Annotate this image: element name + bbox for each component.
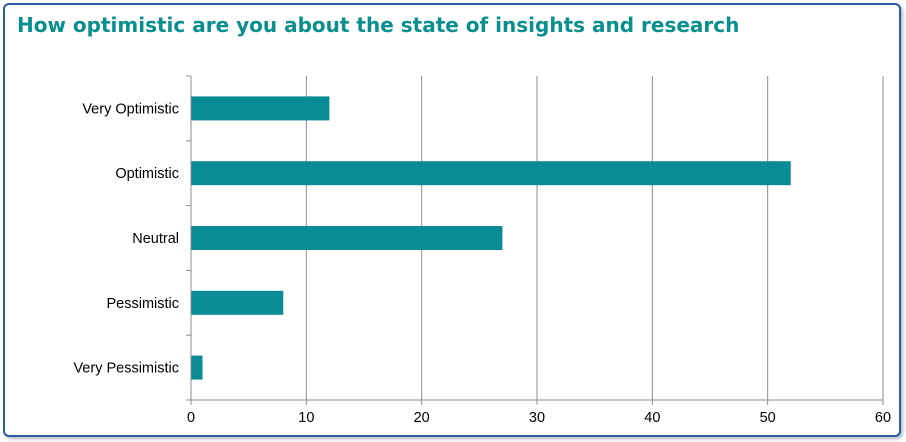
x-tick-label: 60 <box>875 410 891 426</box>
bar-optimistic <box>191 161 791 186</box>
category-label: Neutral <box>132 231 179 247</box>
category-label: Pessimistic <box>106 296 179 312</box>
x-tick-label: 10 <box>298 410 314 426</box>
chart-title: How optimistic are you about the state o… <box>17 13 740 37</box>
category-label: Very Pessimistic <box>73 361 179 377</box>
bar-very-pessimistic <box>191 355 203 380</box>
x-tick-label: 20 <box>414 410 430 426</box>
bars <box>191 96 791 380</box>
category-label: Optimistic <box>115 166 179 182</box>
x-tick-label: 0 <box>187 410 195 426</box>
bar-very-optimistic <box>191 96 330 121</box>
x-tick-label: 30 <box>529 410 545 426</box>
x-tick-label: 50 <box>760 410 776 426</box>
bar-pessimistic <box>191 290 284 315</box>
tick-labels: 0 10 20 30 40 50 60 Very Optimistic Optimistic Ne… <box>73 101 891 426</box>
chart-frame: How optimistic are you about the state o… <box>3 3 901 437</box>
bar-neutral <box>191 226 503 250</box>
x-tick-label: 40 <box>644 410 660 426</box>
axes <box>186 75 884 405</box>
category-label: Very Optimistic <box>82 101 179 117</box>
